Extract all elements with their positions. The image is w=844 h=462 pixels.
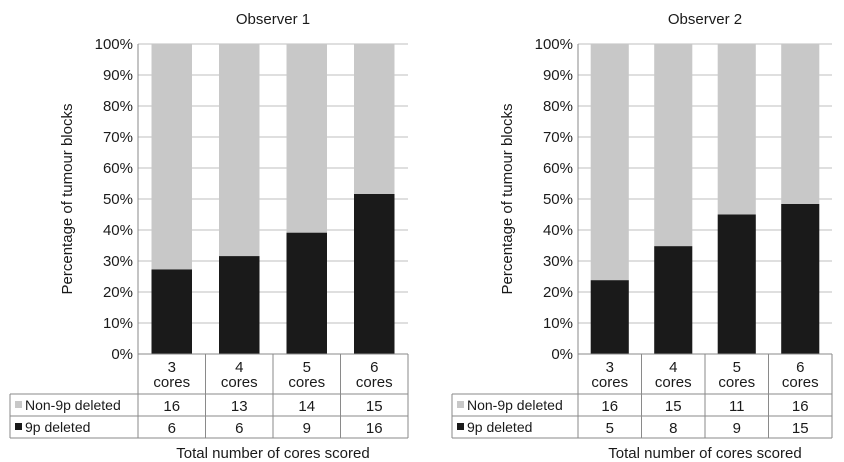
y-tick-label: 80% — [543, 98, 573, 115]
x-tick-label-line: cores — [591, 374, 628, 391]
y-tick-label: 60% — [103, 160, 133, 177]
data-label: 15 — [665, 398, 682, 415]
data-label: 16 — [163, 398, 180, 415]
y-tick-label: 90% — [103, 67, 133, 84]
y-tick-label: 90% — [543, 67, 573, 84]
bar-9p-deleted — [354, 194, 395, 354]
bar-9p-deleted — [151, 269, 192, 354]
data-label: 16 — [601, 398, 618, 415]
bar-non-9p-deleted — [654, 44, 693, 247]
x-tick-label-line: 5 — [303, 359, 311, 376]
chart-panel-2: Observer 2 Percentage of tumour blocks 0% 1… — [451, 11, 833, 462]
y-axis-label: Percentage of tumour blocks — [499, 104, 516, 295]
x-tick-label-line: cores — [655, 374, 692, 391]
bar-non-9p-deleted — [286, 44, 327, 233]
x-tick-label-line: 6 — [370, 359, 378, 376]
y-tick-label: 30% — [103, 253, 133, 270]
x-tick-label: 3 cores — [591, 359, 628, 391]
y-tick-label: 100% — [95, 36, 133, 53]
bar-9p-deleted — [781, 204, 820, 354]
data-label: 14 — [298, 398, 315, 415]
x-tick-label-line: 5 — [733, 359, 741, 376]
y-tick-label: 20% — [543, 284, 573, 301]
legend-label: 9p deleted — [25, 419, 90, 435]
bar-non-9p-deleted — [151, 44, 192, 270]
data-label: 16 — [366, 420, 383, 437]
y-tick-label: 70% — [103, 129, 133, 146]
data-label: 6 — [168, 420, 176, 437]
data-label: 15 — [792, 420, 809, 437]
y-tick-label: 10% — [543, 315, 573, 332]
y-tick-label: 60% — [543, 160, 573, 177]
x-tick-label-line: cores — [221, 374, 258, 391]
x-tick-label: 6 cores — [782, 359, 819, 391]
y-tick-label: 30% — [543, 253, 573, 270]
y-tick-label: 0% — [111, 346, 133, 363]
legend-swatch — [457, 401, 464, 408]
y-axis-label: Percentage of tumour blocks — [59, 104, 76, 295]
x-tick-label-line: cores — [356, 374, 393, 391]
x-tick-label: 5 cores — [288, 359, 325, 391]
bar-non-9p-deleted — [717, 44, 756, 215]
x-tick-label: 6 cores — [356, 359, 393, 391]
data-label: 15 — [366, 398, 383, 415]
x-tick-label-line: 3 — [606, 359, 614, 376]
data-label: 16 — [792, 398, 809, 415]
x-tick-label-line: 3 — [168, 359, 176, 376]
y-tick-label: 50% — [103, 191, 133, 208]
bar-9p-deleted — [590, 280, 629, 354]
bar-9p-deleted — [286, 232, 327, 354]
data-label: 5 — [606, 420, 614, 437]
x-tick-label-line: cores — [718, 374, 755, 391]
x-axis-label: Total number of cores scored — [608, 445, 801, 462]
data-label: 13 — [231, 398, 248, 415]
legend-swatch — [15, 423, 22, 430]
bar-9p-deleted — [717, 214, 756, 354]
data-label: 9 — [733, 420, 741, 437]
x-tick-label: 4 cores — [655, 359, 692, 391]
y-tick-label: 40% — [103, 222, 133, 239]
x-tick-label-line: cores — [153, 374, 190, 391]
x-tick-label: 4 cores — [221, 359, 258, 391]
x-tick-label: 3 cores — [153, 359, 190, 391]
bar-9p-deleted — [219, 256, 260, 354]
y-tick-label: 50% — [543, 191, 573, 208]
x-tick-label-line: 6 — [796, 359, 804, 376]
chart-panel-1: Observer 1 Percentage of tumour blocks 0% 1… — [9, 11, 409, 462]
x-axis-label: Total number of cores scored — [176, 445, 369, 462]
bar-non-9p-deleted — [590, 44, 629, 281]
y-tick-label: 20% — [103, 284, 133, 301]
y-tick-label: 40% — [543, 222, 573, 239]
chart-title: Observer 2 — [668, 11, 742, 28]
legend-swatch — [15, 401, 22, 408]
data-label: 8 — [669, 420, 677, 437]
y-tick-label: 70% — [543, 129, 573, 146]
data-label: 6 — [235, 420, 243, 437]
y-tick-label: 10% — [103, 315, 133, 332]
data-label: 9 — [303, 420, 311, 437]
y-tick-label: 80% — [103, 98, 133, 115]
chart-title: Observer 1 — [236, 11, 310, 28]
bar-9p-deleted — [654, 246, 693, 354]
bar-non-9p-deleted — [354, 44, 395, 194]
data-label: 11 — [729, 398, 745, 415]
bar-non-9p-deleted — [781, 44, 820, 204]
x-tick-label: 5 cores — [718, 359, 755, 391]
legend-label: Non-9p deleted — [467, 397, 563, 413]
y-tick-label: 100% — [535, 36, 573, 53]
legend-label: Non-9p deleted — [25, 397, 121, 413]
x-tick-label-line: 4 — [669, 359, 677, 376]
y-tick-label: 0% — [551, 346, 573, 363]
x-tick-label-line: 4 — [235, 359, 243, 376]
legend-swatch — [457, 423, 464, 430]
legend-label: 9p deleted — [467, 419, 532, 435]
bar-non-9p-deleted — [219, 44, 260, 257]
x-tick-label-line: cores — [782, 374, 819, 391]
x-tick-label-line: cores — [288, 374, 325, 391]
